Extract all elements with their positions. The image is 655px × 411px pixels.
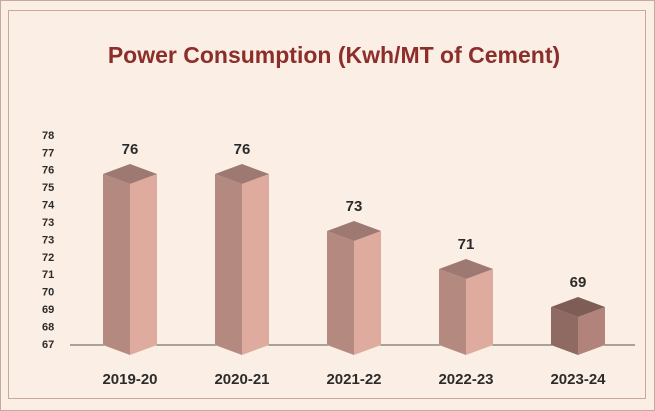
data-label: 76 xyxy=(234,141,251,158)
bar-top-face xyxy=(215,164,269,184)
y-tick-label: 74 xyxy=(42,200,55,212)
y-tick-label: 71 xyxy=(42,269,54,281)
y-tick-label: 67 xyxy=(42,339,54,351)
data-label: 71 xyxy=(458,236,475,253)
y-tick-label: 75 xyxy=(42,182,54,194)
y-tick-label: 70 xyxy=(42,287,54,299)
bar-left-face xyxy=(439,269,466,355)
bar-top-face xyxy=(103,164,157,184)
y-tick-label: 73 xyxy=(42,217,54,229)
x-tick-label: 2021-22 xyxy=(326,371,381,388)
data-label: 69 xyxy=(570,274,587,291)
y-tick-label: 69 xyxy=(42,304,54,316)
bar-right-face xyxy=(466,269,493,355)
x-tick-label: 2023-24 xyxy=(550,371,606,388)
bar-right-face xyxy=(354,231,381,355)
y-tick-label: 76 xyxy=(42,165,54,177)
x-tick-label: 2020-21 xyxy=(214,371,269,388)
bar-left-face xyxy=(551,307,578,355)
bar-right-face xyxy=(130,174,157,355)
y-tick-label: 68 xyxy=(42,321,54,333)
data-label: 73 xyxy=(346,198,363,215)
x-tick-label: 2019-20 xyxy=(102,371,157,388)
bar-right-face xyxy=(578,307,605,355)
bar-top-face xyxy=(551,297,605,317)
chart-title: Power Consumption (Kwh/MT of Cement) xyxy=(108,42,560,68)
x-tick-label: 2022-23 xyxy=(438,371,493,388)
bar-left-face xyxy=(327,231,354,355)
y-tick-label: 72 xyxy=(42,252,54,264)
y-tick-label: 73 xyxy=(42,234,54,246)
bar-right-face xyxy=(242,174,269,355)
y-tick-label: 78 xyxy=(42,130,54,142)
bar-left-face xyxy=(215,174,242,355)
bar-left-face xyxy=(103,174,130,355)
y-tick-label: 77 xyxy=(42,147,54,159)
bar-top-face xyxy=(327,221,381,241)
bar-top-face xyxy=(439,259,493,279)
data-label: 76 xyxy=(122,141,139,158)
